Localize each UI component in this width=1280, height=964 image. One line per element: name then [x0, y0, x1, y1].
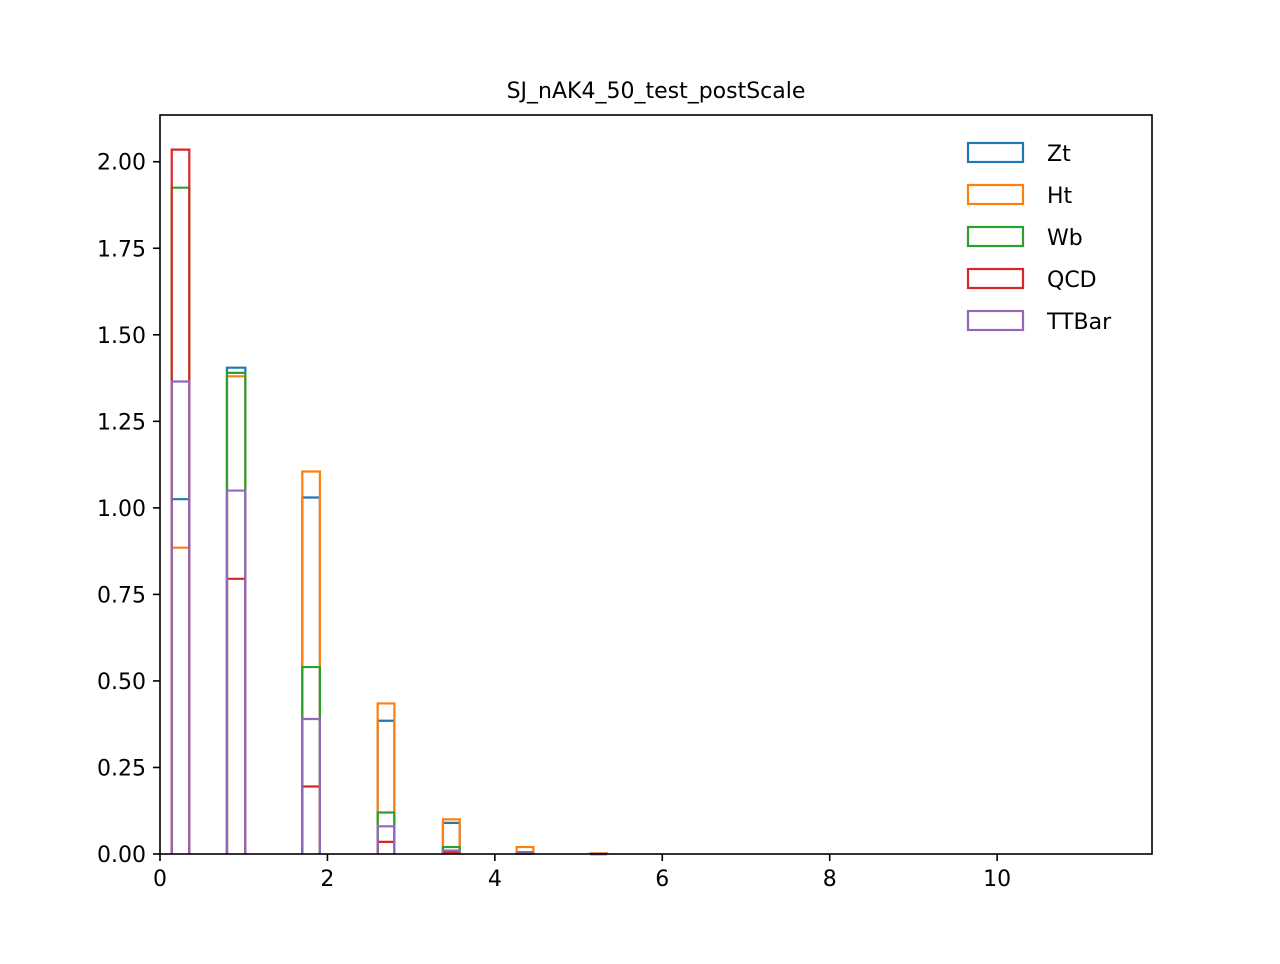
- y-tick-label: 0.75: [97, 583, 146, 608]
- legend-label-ttbar: TTBar: [1046, 310, 1112, 335]
- y-tick-label: 1.75: [97, 237, 146, 262]
- legend-label-wb: Wb: [1047, 226, 1083, 251]
- y-tick-label: 0.50: [97, 670, 146, 695]
- y-tick-label: 1.25: [97, 410, 146, 435]
- x-tick-label: 2: [320, 867, 334, 892]
- y-tick-label: 0.00: [97, 843, 146, 868]
- y-tick-label: 1.50: [97, 324, 146, 349]
- legend-label-qcd: QCD: [1047, 268, 1097, 293]
- y-tick-label: 0.25: [97, 756, 146, 781]
- y-tick-label: 1.00: [97, 497, 146, 522]
- x-tick-label: 10: [983, 867, 1011, 892]
- legend-label-zt: Zt: [1047, 142, 1071, 167]
- x-tick-label: 4: [488, 867, 502, 892]
- chart-title: SJ_nAK4_50_test_postScale: [507, 79, 806, 104]
- y-tick-label: 2.00: [97, 151, 146, 176]
- legend-label-ht: Ht: [1047, 184, 1073, 209]
- x-tick-label: 0: [153, 867, 167, 892]
- x-tick-label: 6: [655, 867, 669, 892]
- x-tick-label: 8: [823, 867, 837, 892]
